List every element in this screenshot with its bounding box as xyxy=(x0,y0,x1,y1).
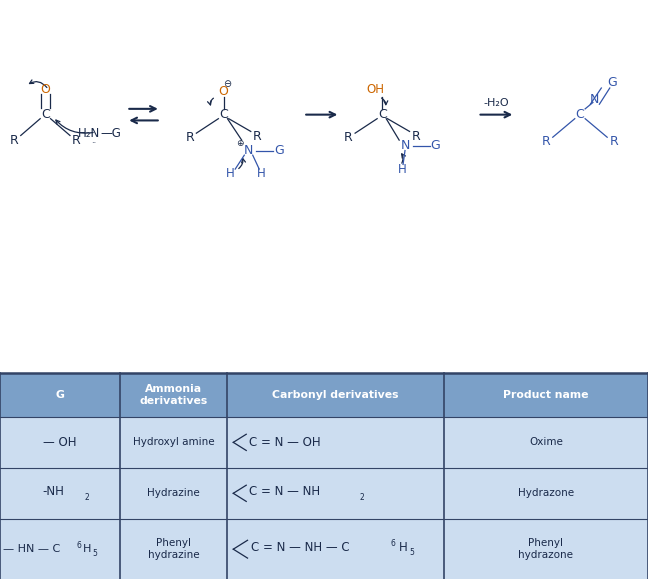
Text: G: G xyxy=(607,76,618,89)
Text: G: G xyxy=(430,140,441,152)
FancyArrowPatch shape xyxy=(238,159,246,168)
Text: ⊖: ⊖ xyxy=(223,79,231,89)
Text: Product name: Product name xyxy=(503,390,588,400)
Bar xyxy=(444,373,648,417)
Text: R: R xyxy=(542,135,551,148)
Bar xyxy=(120,417,227,468)
Text: N: N xyxy=(590,93,599,106)
Text: N: N xyxy=(400,140,410,152)
Text: 6: 6 xyxy=(391,539,396,548)
Text: Oxime: Oxime xyxy=(529,437,563,448)
Text: — HN — C: — HN — C xyxy=(3,544,60,554)
Text: C = N — NH — C: C = N — NH — C xyxy=(251,541,349,554)
Text: O: O xyxy=(218,85,229,98)
Text: G: G xyxy=(56,390,64,400)
Text: R: R xyxy=(72,134,81,146)
Text: H: H xyxy=(226,167,235,180)
Text: H: H xyxy=(83,544,91,554)
Text: -H₂O: -H₂O xyxy=(483,98,509,108)
Text: C: C xyxy=(41,108,50,121)
Bar xyxy=(0,373,120,417)
Bar xyxy=(227,519,444,579)
Text: O: O xyxy=(40,83,51,96)
Bar xyxy=(227,373,444,417)
Text: Ammonia
derivatives: Ammonia derivatives xyxy=(139,384,207,406)
FancyArrowPatch shape xyxy=(382,98,388,105)
Bar xyxy=(120,519,227,579)
Text: R: R xyxy=(185,131,194,144)
Bar xyxy=(0,468,120,519)
Text: Hydrazine: Hydrazine xyxy=(147,488,200,499)
Bar xyxy=(444,417,648,468)
Text: R: R xyxy=(10,134,19,146)
Text: OH: OH xyxy=(367,83,385,96)
Text: R: R xyxy=(411,130,421,142)
Text: -NH: -NH xyxy=(43,485,64,498)
Bar xyxy=(0,417,120,468)
Text: H: H xyxy=(257,167,266,180)
Text: H: H xyxy=(399,541,408,554)
Text: — OH: — OH xyxy=(43,436,76,449)
FancyArrowPatch shape xyxy=(207,98,213,105)
Bar xyxy=(227,417,444,468)
FancyArrowPatch shape xyxy=(56,120,93,133)
Text: G: G xyxy=(273,144,284,157)
Bar xyxy=(0,519,120,579)
Text: R: R xyxy=(609,135,618,148)
FancyArrowPatch shape xyxy=(402,154,406,163)
Text: 2: 2 xyxy=(360,493,364,503)
Text: Carbonyl derivatives: Carbonyl derivatives xyxy=(272,390,399,400)
Text: R: R xyxy=(344,131,353,144)
Text: 6: 6 xyxy=(76,541,82,549)
Bar xyxy=(444,519,648,579)
Bar xyxy=(227,468,444,519)
Text: N: N xyxy=(244,144,253,157)
Bar xyxy=(444,468,648,519)
Text: C: C xyxy=(378,108,387,121)
Text: ..: .. xyxy=(91,135,97,145)
Text: Hydrazone: Hydrazone xyxy=(518,488,574,499)
Bar xyxy=(120,468,227,519)
Text: Hydroxyl amine: Hydroxyl amine xyxy=(133,437,214,448)
Text: 5: 5 xyxy=(410,548,415,557)
Text: C = N — OH: C = N — OH xyxy=(249,436,321,449)
Text: C: C xyxy=(219,108,228,121)
Text: C = N — NH: C = N — NH xyxy=(249,485,321,498)
Bar xyxy=(120,373,227,417)
Text: C: C xyxy=(575,108,584,121)
Text: R: R xyxy=(253,130,262,142)
Text: Phenyl
hydrazine: Phenyl hydrazine xyxy=(148,538,199,560)
Text: —G: —G xyxy=(100,127,121,140)
FancyArrowPatch shape xyxy=(30,80,47,87)
Bar xyxy=(0,0,648,373)
Text: H: H xyxy=(397,163,406,175)
Text: ⊕: ⊕ xyxy=(236,139,244,148)
Text: H₂N: H₂N xyxy=(78,127,100,140)
Text: 2: 2 xyxy=(85,493,89,502)
Text: 5: 5 xyxy=(93,549,98,558)
Text: Phenyl
hydrazone: Phenyl hydrazone xyxy=(518,538,573,560)
